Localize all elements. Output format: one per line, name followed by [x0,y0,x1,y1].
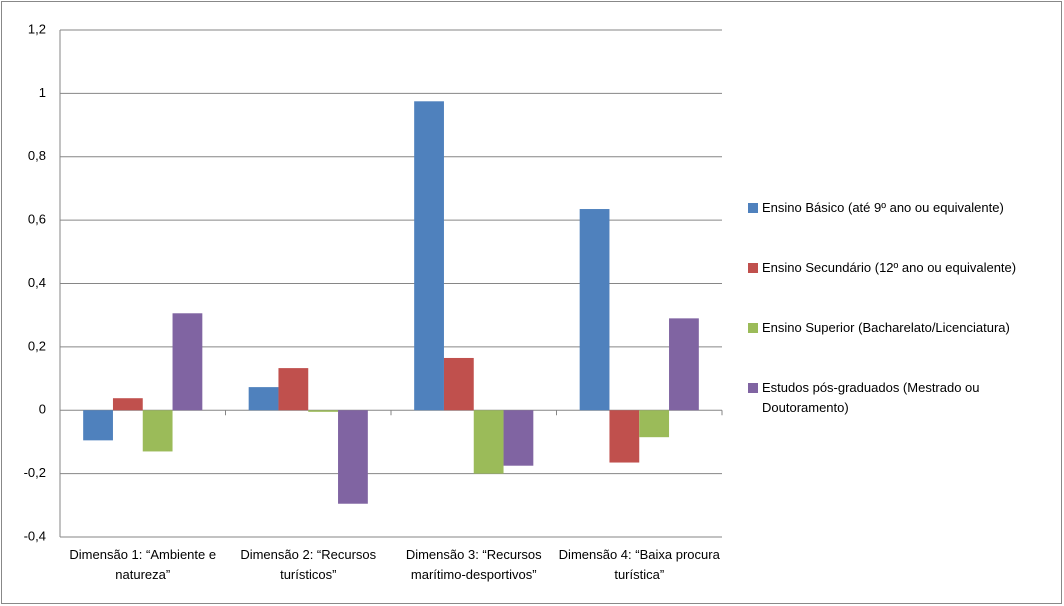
legend-swatch [748,323,758,333]
legend-item: Ensino Secundário (12º ano ou equivalent… [748,258,1060,278]
y-tick-label: -0,2 [24,465,46,480]
y-tick-label: 1 [39,85,46,100]
y-tick-label: 0,8 [28,148,46,163]
y-tick-label: 0,4 [28,275,46,290]
bar [414,101,444,411]
bar [308,410,339,412]
legend-label: Estudos pós-graduados (Mestrado ou Douto… [762,380,980,415]
x-tick-label: Dimensão 1: “Ambiente e natureza” [69,547,217,582]
legend-label: Ensino Básico (até 9º ano ou equivalente… [762,200,1004,215]
legend-label: Ensino Secundário (12º ano ou equivalent… [762,260,1017,275]
y-tick-label: -0,4 [24,528,46,543]
legend-swatch [748,263,758,273]
bar [443,357,474,411]
y-tick-label: 0,2 [28,338,46,353]
bar [579,209,610,411]
bar [248,387,279,411]
y-tick-label: 0 [39,402,46,417]
bar [639,410,670,438]
legend-item: Ensino Básico (até 9º ano ou equivalente… [748,198,1060,218]
bar [669,318,699,411]
bar [609,410,640,463]
legend-item: Ensino Superior (Bacharelato/Licenciatur… [748,318,1060,338]
bar [172,313,203,411]
y-tick-label: 1,2 [28,21,46,36]
x-tick-label: Dimensão 2: “Recursos turísticos” [240,547,377,582]
legend-swatch [748,383,758,393]
legend-item: Estudos pós-graduados (Mestrado ou Douto… [748,378,1060,418]
bar [473,410,504,474]
legend-label: Ensino Superior (Bacharelato/Licenciatur… [762,320,1010,335]
bar [278,368,309,411]
bar [338,410,368,504]
x-tick-label: Dimensão 4: “Baixa procura turística” [558,547,720,582]
bar [503,410,534,466]
legend-swatch [748,203,758,213]
bar [83,410,113,441]
bar [142,410,173,452]
bar [112,398,143,411]
y-tick-label: 0,6 [28,212,46,227]
x-tick-label: Dimensão 3: “Recursos marítimo-desportiv… [405,547,542,582]
